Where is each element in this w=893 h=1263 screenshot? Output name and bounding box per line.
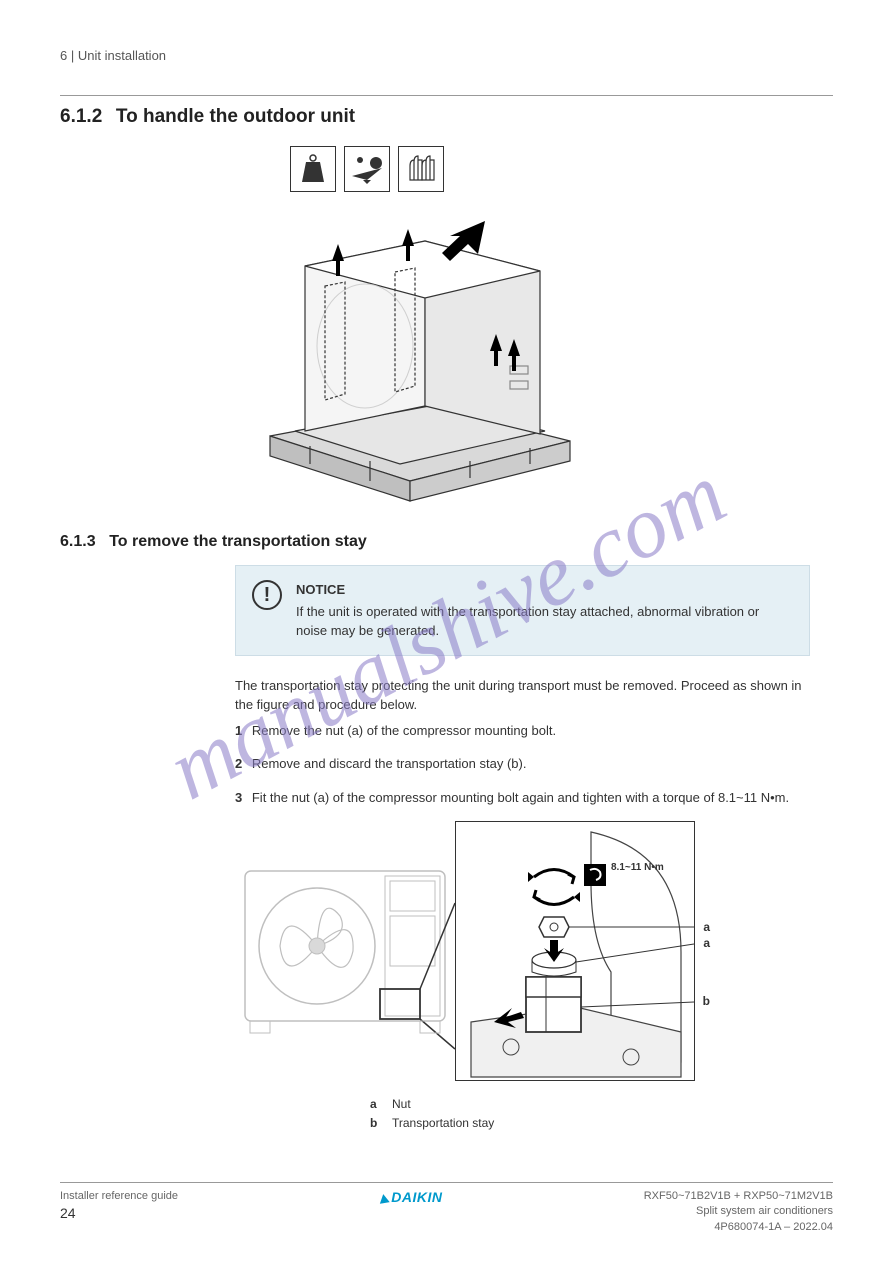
notice-body: If the unit is operated with the transpo… [296, 604, 759, 639]
step-2-text: Remove and discard the transportation st… [252, 756, 527, 771]
legend-key-b: b [370, 1114, 392, 1133]
balance-icon [344, 146, 390, 192]
step-3-text: Fit the nut (a) of the compressor mounti… [252, 790, 789, 805]
footer-right-line2: Split system air conditioners [644, 1204, 833, 1219]
page-footer: Installer reference guide 24 DAIKIN RXF5… [60, 1182, 833, 1235]
legend-row-b: b Transportation stay [370, 1114, 833, 1133]
legend-row-a: a Nut [370, 1095, 833, 1114]
page-header: 6 | Unit installation [60, 48, 833, 63]
daikin-logo-icon [379, 1194, 390, 1205]
torque-label: 8.1~11 N•m [611, 862, 664, 873]
footer-page-number: 24 [60, 1204, 178, 1224]
header-chapter-title: Unit installation [78, 48, 166, 63]
callout-a-2: a [703, 936, 710, 950]
footer-right-line1: RXF50~71B2V1B + RXP50~71M2V1B [644, 1189, 833, 1204]
footer-left-line1: Installer reference guide [60, 1189, 178, 1204]
legend: a Nut b Transportation stay [370, 1095, 833, 1133]
lifting-illustration [250, 206, 833, 509]
legend-label-b: Transportation stay [392, 1114, 494, 1133]
step-1-text: Remove the nut (a) of the compressor mou… [252, 723, 556, 738]
outdoor-unit-illustration [235, 851, 455, 1051]
notice-box: ! NOTICE If the unit is operated with th… [235, 565, 810, 656]
step-1: 1 Remove the nut (a) of the compressor m… [235, 721, 810, 741]
weight-icon [290, 146, 336, 192]
notice-title: NOTICE [296, 580, 793, 600]
daikin-logo-text: DAIKIN [391, 1189, 442, 1205]
intro-text: The transportation stay protecting the u… [235, 676, 810, 715]
section-heading: 6.1.2 To handle the outdoor unit [60, 106, 833, 128]
step-1-num: 1 [235, 723, 242, 738]
header-rule [60, 95, 833, 96]
legend-label-a: Nut [392, 1095, 411, 1114]
section-number: 6.1.2 [60, 106, 102, 127]
header-chapter-number: 6 [60, 48, 67, 63]
legend-key-a: a [370, 1095, 392, 1114]
footer-right-line3: 4P680074-1A – 2022.04 [644, 1220, 833, 1235]
subsection-number: 6.1.3 [60, 533, 96, 550]
callout-b: b [703, 994, 710, 1008]
safety-icons-row [290, 146, 833, 192]
step-2-num: 2 [235, 756, 242, 771]
step-2: 2 Remove and discard the transportation … [235, 754, 810, 774]
notice-icon: ! [252, 580, 282, 610]
footer-rule [60, 1182, 833, 1183]
header-separator: | [71, 48, 74, 63]
callout-a-1: a [703, 920, 710, 934]
subsection-heading: 6.1.3 To remove the transportation stay [60, 533, 833, 551]
step-3-num: 3 [235, 790, 242, 805]
section-title: To handle the outdoor unit [116, 106, 355, 127]
compressor-figure: a a b 8.1~11 N•m [235, 821, 833, 1081]
subsection-title: To remove the transportation stay [109, 533, 367, 550]
gloves-icon [398, 146, 444, 192]
detail-panel: a a b 8.1~11 N•m [455, 821, 695, 1081]
step-3: 3 Fit the nut (a) of the compressor moun… [235, 788, 810, 808]
